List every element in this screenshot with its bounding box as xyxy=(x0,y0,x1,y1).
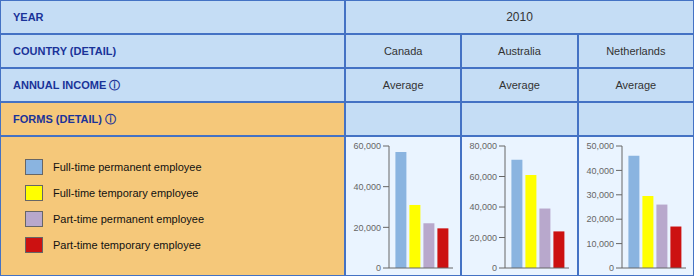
svg-text:60,000: 60,000 xyxy=(353,141,381,151)
svg-text:80,000: 80,000 xyxy=(470,141,498,151)
html-text:Full-time permanent employee: Full-time permanent employee xyxy=(53,161,202,173)
html-text:Australia: Australia xyxy=(498,45,541,57)
html-text:COUNTRY (DETAIL): COUNTRY (DETAIL) xyxy=(13,45,117,57)
svg-text:30,000: 30,000 xyxy=(586,190,614,200)
svg-text:20,000: 20,000 xyxy=(353,223,381,233)
html-text:Average: Average xyxy=(615,79,657,91)
html-text:FORMS (DETAIL) ⓘ: FORMS (DETAIL) ⓘ xyxy=(13,112,117,125)
html-text:Average: Average xyxy=(382,79,424,91)
svg-text:10,000: 10,000 xyxy=(586,239,614,249)
html-text:YEAR: YEAR xyxy=(13,11,44,23)
svg-text:40,000: 40,000 xyxy=(353,182,381,192)
html-text:Canada: Canada xyxy=(383,45,423,57)
html-text:Part-time permanent employee: Part-time permanent employee xyxy=(53,213,204,225)
html-text:Netherlands: Netherlands xyxy=(606,45,666,57)
svg-text:40,000: 40,000 xyxy=(586,166,614,176)
svg-text:20,000: 20,000 xyxy=(470,233,498,243)
svg-text:0: 0 xyxy=(376,263,381,273)
html-text:2010: 2010 xyxy=(506,10,533,24)
svg-text:0: 0 xyxy=(609,263,614,273)
html-text:ANNUAL INCOME ⓘ: ANNUAL INCOME ⓘ xyxy=(13,78,121,91)
svg-text:20,000: 20,000 xyxy=(586,214,614,224)
svg-text:50,000: 50,000 xyxy=(586,141,614,151)
svg-text:0: 0 xyxy=(492,263,497,273)
html-text:Average: Average xyxy=(499,79,540,91)
html-text:Part-time temporary employee: Part-time temporary employee xyxy=(53,239,201,251)
svg-text:60,000: 60,000 xyxy=(470,172,498,182)
html-text:Full-time temporary employee: Full-time temporary employee xyxy=(53,187,199,199)
svg-text:40,000: 40,000 xyxy=(470,202,498,212)
